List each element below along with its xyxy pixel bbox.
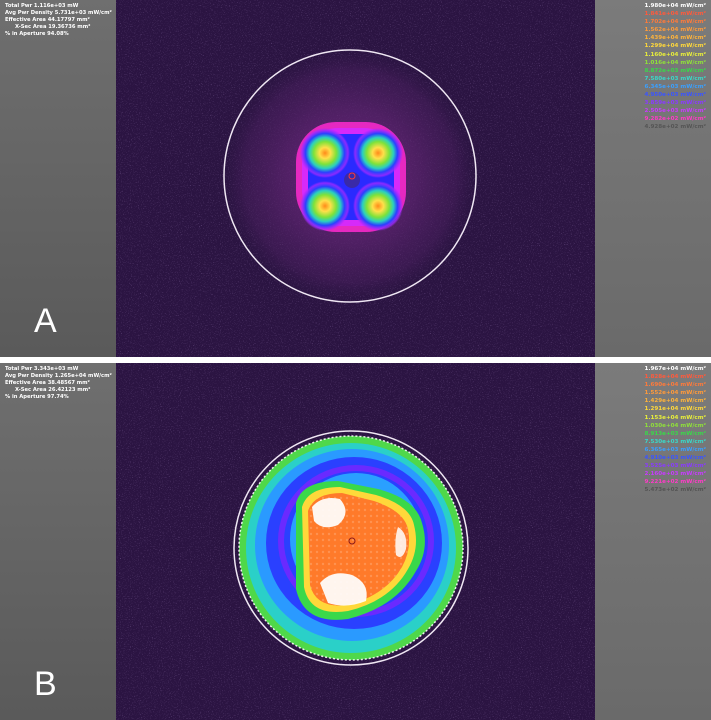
legend-entry: 9.221e+02 mW/cm² [644, 479, 706, 486]
legend-entry: 1.160e+04 mW/cm² [644, 51, 706, 58]
total-power: Total Pwr 3.343e+03 mW [5, 366, 79, 372]
legend-entry: 1.153e+04 mW/cm² [644, 414, 706, 421]
total-power: Total Pwr 1.116e+03 mW [5, 3, 79, 9]
legend-entry: 2.505e+03 mW/cm² [644, 108, 706, 115]
legend-entry: 4.910e+03 mW/cm² [644, 455, 706, 462]
legend-entry: 5.473e+02 mW/cm² [644, 487, 706, 494]
beam-image [116, 363, 595, 720]
color-scale-legend: 1.980e+04 mW/cm² 1.841e+04 mW/cm² 1.702e+0… [644, 2, 706, 132]
panel-label: B [34, 665, 57, 703]
color-scale-legend: 1.967e+04 mW/cm² 1.828e+04 mW/cm² 1.690e+0… [644, 365, 706, 495]
stats-sidebar: Total Pwr 1.116e+03 mW Avg Pwr Density 5… [0, 0, 116, 357]
legend-entry: 6.345e+03 mW/cm² [644, 83, 706, 90]
xsec-area: X-Sec Area 19.36736 mm² [15, 24, 91, 30]
legend-entry: 1.828e+04 mW/cm² [644, 374, 706, 381]
percent-in-aperture: % in Aperture 97.74% [5, 394, 69, 400]
legend-entry: 1.690e+04 mW/cm² [644, 382, 706, 389]
legend-entry: 7.530e+03 mW/cm² [644, 438, 706, 445]
legend-entry: 1.562e+04 mW/cm² [644, 27, 706, 34]
legend-entry: 1.552e+04 mW/cm² [644, 390, 706, 397]
legend-entry: 8.872e+03 mW/cm² [644, 67, 706, 74]
beam-image-svg [116, 363, 595, 720]
xsec-area: X-Sec Area 26.42123 mm² [15, 387, 91, 393]
beam-profile-panel-a: Total Pwr 1.116e+03 mW Avg Pwr Density 5… [0, 0, 711, 357]
legend-sidebar: 1.967e+04 mW/cm² 1.828e+04 mW/cm² 1.690e+0… [595, 363, 711, 720]
legend-entry: 1.030e+04 mW/cm² [644, 422, 706, 429]
legend-entry: 1.429e+04 mW/cm² [644, 398, 706, 405]
legend-entry: 1.980e+04 mW/cm² [644, 3, 706, 9]
legend-entry: 1.016e+04 mW/cm² [644, 59, 706, 66]
avg-power-density: Avg Pwr Density 5.731e+03 mW/cm² [5, 10, 112, 16]
legend-entry: 8.913e+03 mW/cm² [644, 430, 706, 437]
legend-entry: 1.702e+04 mW/cm² [644, 19, 706, 26]
legend-entry: 1.967e+04 mW/cm² [644, 366, 706, 372]
beam-stats: Total Pwr 3.343e+03 mW Avg Pwr Density 1… [5, 366, 112, 401]
legend-entry: 3.859e+03 mW/cm² [644, 100, 706, 107]
legend-entry: 3.525e+03 mW/cm² [644, 463, 706, 470]
beam-image [116, 0, 595, 357]
legend-entry: 1.439e+04 mW/cm² [644, 35, 706, 42]
legend-entry: 7.580e+03 mW/cm² [644, 75, 706, 82]
beam-image-svg [116, 0, 595, 357]
beam-stats: Total Pwr 1.116e+03 mW Avg Pwr Density 5… [5, 3, 112, 38]
legend-entry: 1.841e+04 mW/cm² [644, 11, 706, 18]
legend-entry: 4.928e+02 mW/cm² [644, 124, 706, 131]
legend-entry: 1.299e+04 mW/cm² [644, 43, 706, 50]
legend-entry: 2.160e+03 mW/cm² [644, 471, 706, 478]
percent-in-aperture: % in Aperture 94.08% [5, 31, 69, 37]
legend-entry: 9.282e+02 mW/cm² [644, 116, 706, 123]
effective-area: Effective Area 44.17797 mm² [5, 17, 90, 23]
beam-profile-panel-b: Total Pwr 3.343e+03 mW Avg Pwr Density 1… [0, 363, 711, 720]
panel-label: A [34, 302, 57, 340]
stats-sidebar: Total Pwr 3.343e+03 mW Avg Pwr Density 1… [0, 363, 116, 720]
effective-area: Effective Area 38.48567 mm² [5, 380, 90, 386]
legend-sidebar: 1.980e+04 mW/cm² 1.841e+04 mW/cm² 1.702e+0… [595, 0, 711, 357]
legend-entry: 6.365e+03 mW/cm² [644, 446, 706, 453]
legend-entry: 4.950e+03 mW/cm² [644, 92, 706, 99]
avg-power-density: Avg Pwr Density 1.265e+04 mW/cm² [5, 373, 112, 379]
legend-entry: 1.291e+04 mW/cm² [644, 406, 706, 413]
